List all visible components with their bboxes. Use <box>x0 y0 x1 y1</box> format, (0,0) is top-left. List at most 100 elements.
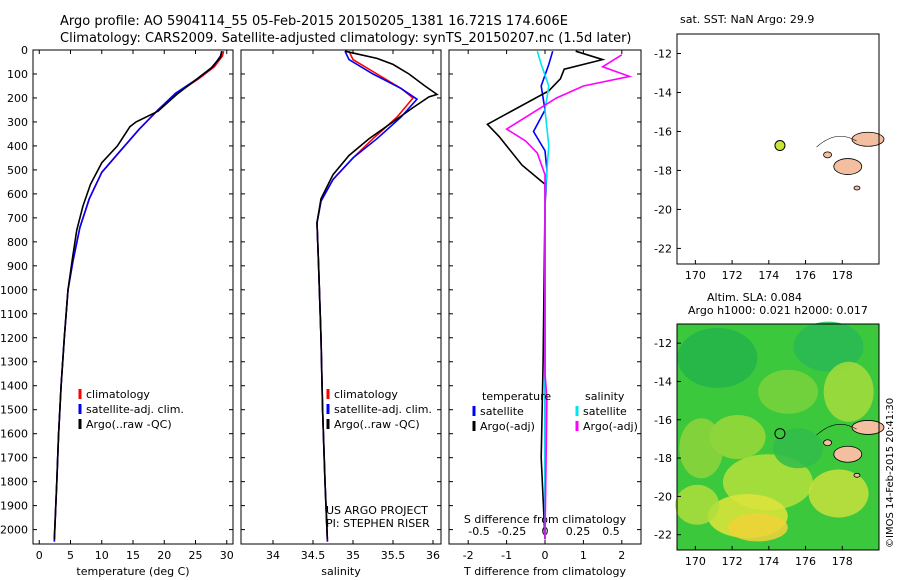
x-tick-label: 0 <box>36 549 43 562</box>
island <box>853 185 861 191</box>
y-tick-label: 1600 <box>0 428 28 441</box>
y-tick-label: 600 <box>7 188 28 201</box>
x-tick-label: 25 <box>189 549 203 562</box>
x-tick-label: 35 <box>346 549 360 562</box>
series-line <box>505 54 633 540</box>
series-line <box>53 51 225 542</box>
series-line <box>486 50 606 540</box>
sla-patch <box>758 369 819 414</box>
y-tick-label: -20 <box>654 490 672 503</box>
top-tick-label: 0.5 <box>602 525 620 538</box>
y-tick-label: -22 <box>654 242 672 255</box>
legend-label: satellite <box>583 405 627 418</box>
sla-patch <box>808 469 869 518</box>
legend-label: Argo(-adj) <box>583 420 638 433</box>
y-tick-label: -14 <box>654 86 672 99</box>
y-tick-label: -16 <box>654 125 672 138</box>
y-tick-label: 0 <box>21 44 28 57</box>
header-line-2: Climatology: CARS2009. Satellite-adjuste… <box>60 31 632 46</box>
y-tick-label: -18 <box>654 164 672 177</box>
sla-patch <box>793 321 864 372</box>
x-axis-label: temperature (deg C) <box>76 565 189 578</box>
y-tick-label: -14 <box>654 375 672 388</box>
coastline <box>816 135 857 148</box>
legend-label: climatology <box>334 388 398 401</box>
legend-label: climatology <box>86 388 150 401</box>
y-tick-label: 500 <box>7 164 28 177</box>
y-tick-label: 1300 <box>0 356 28 369</box>
sst-map: 170 172 174 176 178 -12 -14 -16 -18 -20 -22 <box>654 33 885 282</box>
y-tick-label: 900 <box>7 260 28 273</box>
y-tick-label: -12 <box>654 47 672 60</box>
y-tick-label: 1700 <box>0 452 28 465</box>
y-tick-label: 300 <box>7 116 28 129</box>
map-bottom-title-2: Argo h1000: 0.021 h2000: 0.017 <box>688 304 868 317</box>
y-tick-label: 100 <box>7 68 28 81</box>
y-tick-label: -18 <box>654 452 672 465</box>
y-tick-label: 400 <box>7 140 28 153</box>
x-tick-label: 172 <box>722 269 743 282</box>
series-line <box>53 51 223 540</box>
sla-map: 170 172 174 176 178 -12 -14 -16 -18 -20 -22 <box>654 321 885 568</box>
salinity-panel: 34 34.5 35 35.5 36 salinity climatology satelli… <box>240 49 442 578</box>
y-tick-label: 800 <box>7 236 28 249</box>
legend-label: Argo(-adj) <box>480 420 535 433</box>
series-line <box>53 50 223 542</box>
x-tick-label: 34 <box>266 549 280 562</box>
header-line-1: Argo profile: AO 5904114_55 05-Feb-2015 … <box>60 14 568 29</box>
y-tick-label: 2000 <box>0 524 28 537</box>
plot-frame <box>240 49 442 545</box>
x-tick-label: -2 <box>463 549 474 562</box>
island <box>823 151 832 159</box>
series-line <box>316 50 439 540</box>
argo-position-marker <box>774 428 786 440</box>
x-tick-label: 174 <box>758 269 779 282</box>
x-tick-label: 174 <box>758 555 779 568</box>
x-tick-label: 178 <box>832 269 853 282</box>
x-tick-label: 1 <box>580 549 587 562</box>
x-tick-label: 170 <box>685 269 706 282</box>
island <box>851 131 885 147</box>
sla-patch <box>773 428 824 469</box>
x-axis-label: T difference from climatology <box>463 565 626 578</box>
legend-label: Argo(..raw -QC) <box>86 418 172 431</box>
x-tick-label: 34.5 <box>301 549 326 562</box>
x-tick-label: 170 <box>685 555 706 568</box>
y-tick-label: 1000 <box>0 284 28 297</box>
legend-label: satellite-adj. clim. <box>86 403 184 416</box>
y-tick-label: 1800 <box>0 476 28 489</box>
series-line <box>316 50 419 542</box>
x-tick-label: 176 <box>795 269 816 282</box>
map-top-title: sat. SST: NaN Argo: 29.9 <box>680 13 814 26</box>
legend-title: salinity <box>585 390 625 403</box>
pi-label: PI: STEPHEN RISER <box>326 517 430 530</box>
island <box>833 445 863 463</box>
x-axis-label: salinity <box>321 565 361 578</box>
x-tick-label: 10 <box>95 549 109 562</box>
x-tick-label: 35.5 <box>381 549 406 562</box>
y-tick-label: -20 <box>654 203 672 216</box>
y-tick-label: -12 <box>654 337 672 350</box>
difference-panel: -2 -1 0 1 2 T difference from climatology -0.5… <box>448 49 642 578</box>
x-tick-label: 2 <box>618 549 625 562</box>
series-line <box>536 50 550 540</box>
x-tick-label: 36 <box>426 549 440 562</box>
island <box>823 439 832 447</box>
y-tick-label: 1200 <box>0 332 28 345</box>
series-line <box>532 50 554 540</box>
y-tick-label: 1400 <box>0 380 28 393</box>
legend-label: satellite-adj. clim. <box>334 403 432 416</box>
x-tick-label: 0 <box>542 549 549 562</box>
top-tick-label: 0.25 <box>566 525 591 538</box>
x-tick-label: 5 <box>67 549 74 562</box>
top-tick-label: -0.5 <box>468 525 489 538</box>
sla-patch <box>679 418 724 479</box>
y-tick-label: 1100 <box>0 308 28 321</box>
project-label: US ARGO PROJECT <box>326 504 428 517</box>
map-frame <box>676 33 880 265</box>
argo-position-marker <box>774 140 786 152</box>
x-tick-label: 30 <box>220 549 234 562</box>
island <box>833 158 863 175</box>
temperature-panel: 0100200300400500600700800900100011001200… <box>0 44 234 578</box>
